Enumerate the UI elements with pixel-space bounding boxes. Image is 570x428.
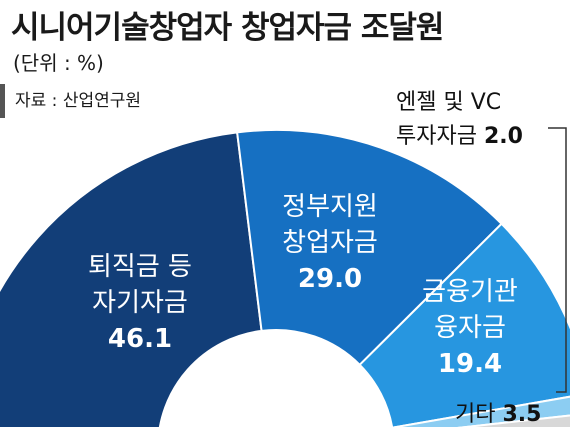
source-label: 자료 : 산업연구원 — [15, 91, 142, 111]
leader-line-angel-vc — [548, 127, 567, 393]
callout-other: 기타 3.5 — [455, 396, 541, 428]
chart-title: 시니어기술창업자 창업자금 조달원 — [11, 10, 444, 46]
slice-2 — [358, 222, 570, 427]
callout-angel-value: 2.0 — [483, 124, 523, 149]
slice-4 — [457, 414, 570, 427]
slice-1 — [236, 129, 503, 367]
slice-label-2: 금융기관 융자금 19.4 — [422, 277, 518, 379]
callout-angel-line2: 투자자금 — [396, 124, 477, 149]
slice-label-1: 정부지원 창업자금 29.0 — [282, 192, 378, 294]
callout-angel-vc: 엔젤 및 VC 투자자금 2.0 — [396, 84, 523, 150]
slice-0 — [0, 131, 263, 427]
callout-angel-line1: 엔젤 및 VC — [396, 90, 502, 115]
unit-label: (단위 : %) — [13, 51, 104, 75]
slice-label-0: 퇴직금 등 자기자금 46.1 — [88, 252, 192, 354]
callout-other-value: 3.5 — [502, 402, 542, 427]
source-accent-bar — [0, 84, 5, 118]
callout-other-label: 기타 — [455, 402, 496, 427]
